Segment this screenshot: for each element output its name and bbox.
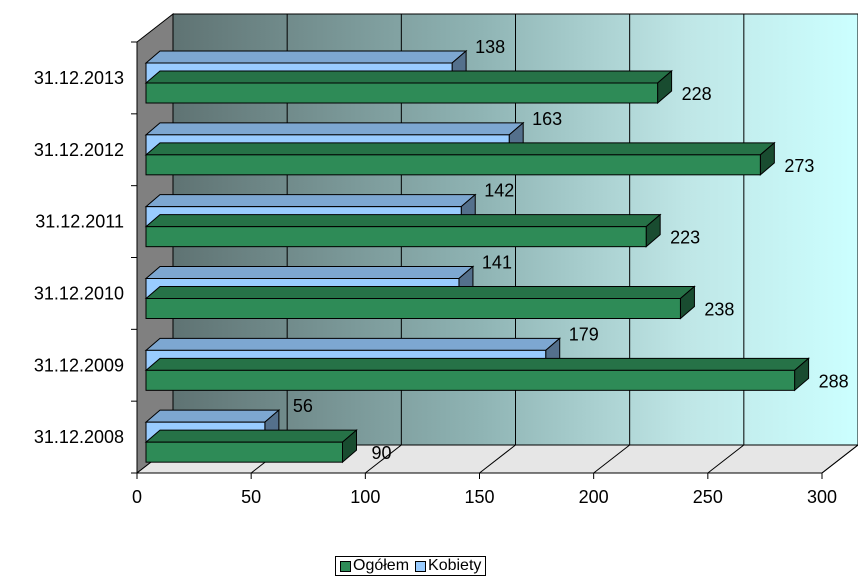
data-label-ogolem: 273 (784, 156, 814, 176)
x-tick-label: 200 (579, 487, 609, 507)
category-label: 31.12.2010 (34, 283, 124, 303)
data-label-ogolem: 228 (682, 84, 712, 104)
floor-gridline (821, 444, 858, 474)
legend-label-kobiety: Kobiety (428, 557, 482, 574)
bar-ogolem (144, 69, 673, 105)
data-label-kobiety: 141 (482, 253, 512, 273)
data-label-kobiety: 56 (293, 396, 313, 416)
data-label-ogolem: 238 (704, 300, 734, 320)
floor-gridline (479, 444, 516, 474)
floor-gridline (365, 444, 402, 474)
category-label: 31.12.2012 (34, 140, 124, 160)
legend-item-ogolem: Ogółem (340, 558, 409, 574)
legend-item-kobiety: Kobiety (415, 558, 481, 574)
bar-ogolem (144, 357, 810, 392)
category-label: 31.12.2009 (34, 355, 124, 375)
category-label: 31.12.2011 (35, 212, 124, 232)
legend-swatch-kobiety (415, 560, 427, 572)
x-tick-label: 300 (807, 487, 837, 507)
bar-ogolem (144, 429, 358, 464)
bar-ogolem (144, 213, 662, 248)
x-tick-label: 100 (350, 487, 380, 507)
data-label-ogolem: 223 (670, 228, 700, 248)
bar-ogolem (144, 141, 776, 176)
legend-label-ogolem: Ogółem (353, 557, 410, 574)
floor-gridline (707, 444, 745, 474)
floor-gridline (593, 444, 630, 474)
data-label-ogolem: 288 (819, 371, 849, 391)
category-label: 31.12.2008 (34, 427, 124, 447)
category-label: 31.12.2013 (34, 68, 124, 88)
x-tick-label: 150 (464, 487, 494, 507)
data-label-kobiety: 138 (475, 37, 505, 57)
data-label-ogolem: 90 (371, 443, 391, 463)
x-tick-label: 250 (693, 487, 723, 507)
data-label-kobiety: 163 (532, 109, 562, 129)
x-tick-label: 50 (241, 487, 261, 507)
bar-ogolem (144, 285, 696, 320)
data-label-kobiety: 142 (484, 181, 514, 201)
legend: Ogółem Kobiety (335, 556, 487, 576)
legend-swatch-ogolem (340, 560, 351, 572)
x-tick-label: 0 (132, 487, 142, 507)
data-label-kobiety: 179 (569, 324, 599, 344)
